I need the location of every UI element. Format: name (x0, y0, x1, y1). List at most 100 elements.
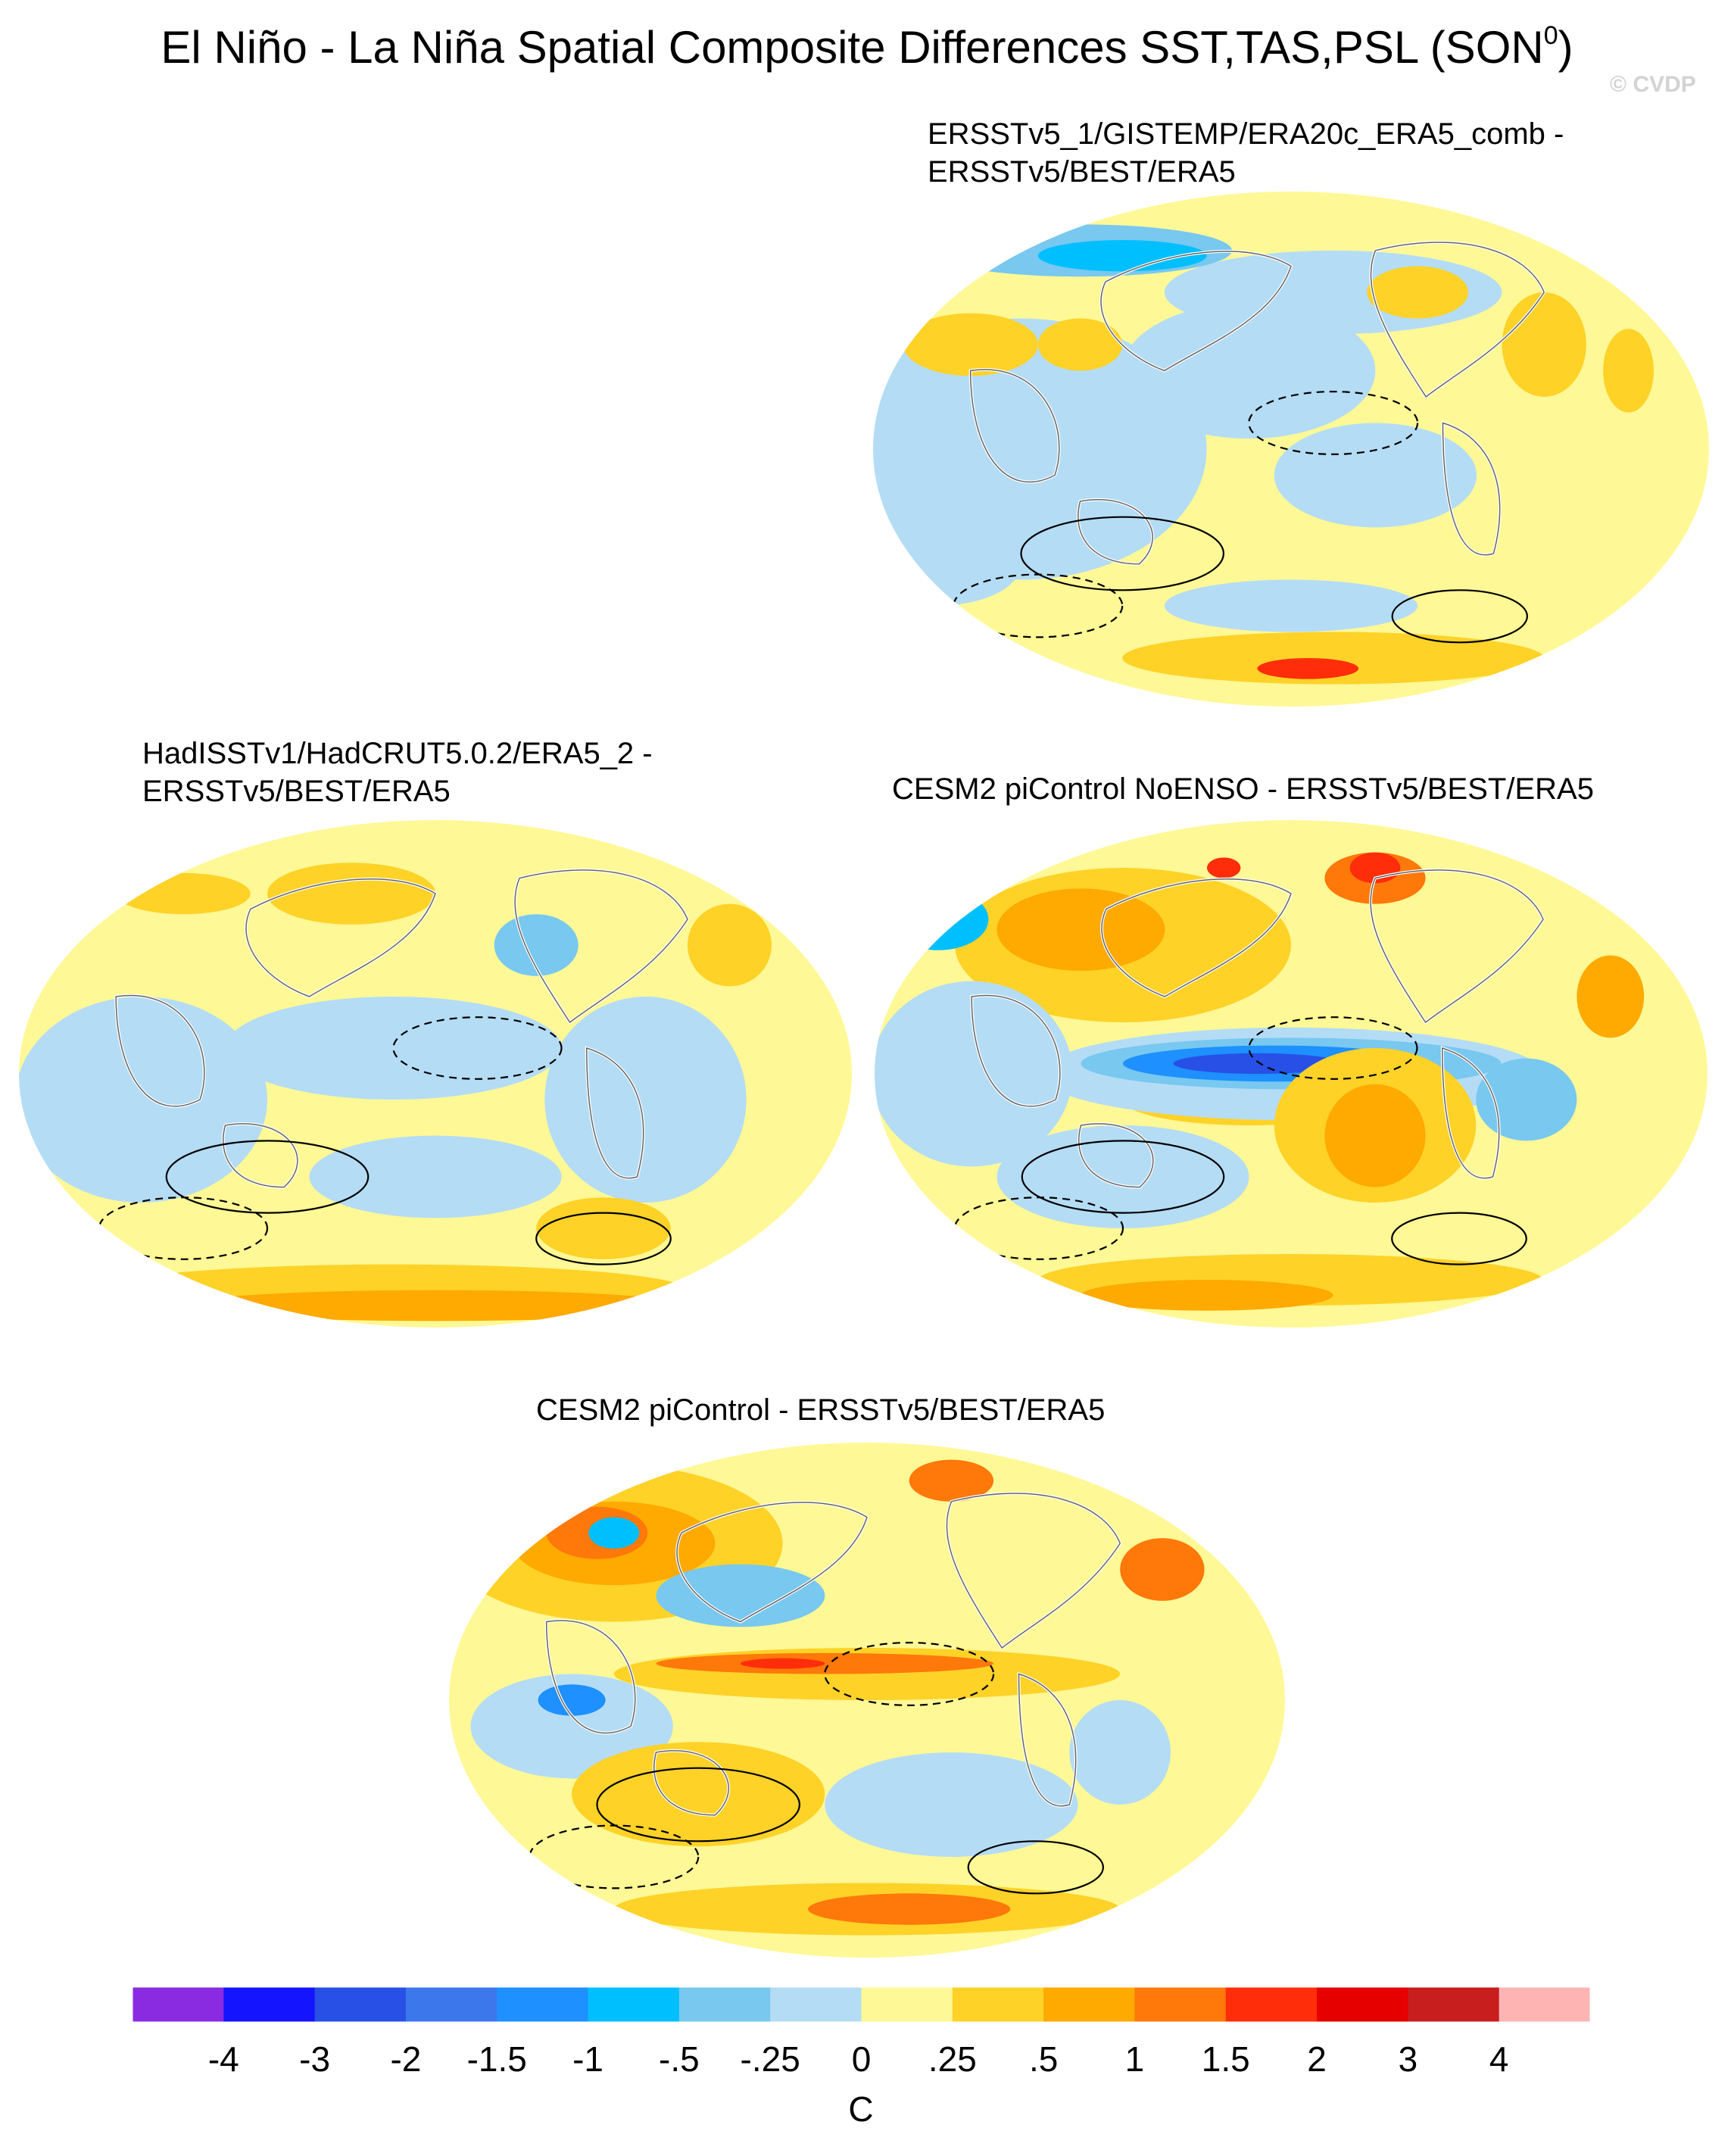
coastline (1442, 422, 1501, 556)
panel-2-map (15, 816, 856, 1331)
psl-contour (1248, 1016, 1418, 1080)
colorbar-tick-label: 3 (1398, 2039, 1418, 2079)
colorbar-tick-label: 1 (1124, 2039, 1145, 2079)
coastline (1370, 869, 1544, 1024)
coastline (946, 1493, 1121, 1649)
psl-contour (1248, 391, 1419, 456)
coastline (586, 1047, 644, 1179)
colorbar-swatch (861, 1987, 953, 2022)
coastline (971, 994, 1061, 1107)
colorbar-swatch (1134, 1987, 1227, 2022)
anomaly-patch (688, 903, 772, 987)
map-field (18, 819, 853, 1328)
colorbar-swatch (588, 1987, 680, 2022)
psl-contour (953, 1197, 1124, 1260)
anomaly-patch (1476, 1058, 1577, 1141)
anomaly-patch (1502, 292, 1586, 397)
anomaly-patch (996, 888, 1165, 971)
anomaly-patch (1257, 658, 1359, 679)
anomaly-patch (572, 1742, 825, 1847)
colorbar-swatch (1225, 1987, 1318, 2022)
colorbar-tick-label: 4 (1489, 2039, 1509, 2079)
coastline (514, 869, 688, 1024)
map-border (873, 819, 1709, 1329)
map-border (17, 819, 853, 1329)
anomaly-patch (1069, 1700, 1171, 1805)
anomaly-patch (872, 318, 1207, 580)
colorbar-tick-label: 2 (1307, 2039, 1327, 2079)
anomaly-patch (1122, 632, 1545, 685)
map-p1-svg (872, 190, 1711, 708)
map-border (872, 190, 1711, 708)
colorbar-swatch (770, 1987, 862, 2022)
anomaly-patch (18, 997, 267, 1203)
psl-contour (1391, 589, 1529, 644)
anomaly-patch (309, 1135, 562, 1218)
anomaly-patch (1173, 1053, 1342, 1074)
map-field (874, 819, 1708, 1328)
panel-1-title: ERSSTv5_1/GISTEMP/ERA20c_ERA5_comb - ERSS… (928, 117, 1564, 189)
colorbar-swatch (497, 1987, 589, 2022)
psl-contour (535, 1212, 672, 1265)
colorbar-swatch (405, 1987, 497, 2022)
anomaly-patch (874, 981, 1073, 1167)
panel-1-map (869, 188, 1713, 710)
psl-contour (596, 1767, 800, 1842)
map-field (448, 1442, 1286, 1958)
anomaly-patch (1367, 266, 1468, 319)
watermark: © CVDP (1610, 72, 1696, 97)
psl-contour (1391, 1212, 1527, 1265)
anomaly-patch (909, 1459, 994, 1502)
anomaly-patch (225, 997, 562, 1100)
anomaly-patch (1274, 423, 1477, 528)
colorbar-tick-label: -.25 (740, 2039, 800, 2079)
map-p3-svg (873, 819, 1709, 1329)
colorbar-swatch (314, 1987, 407, 2022)
figure-title: El Niño - La Niña Spatial Composite Diff… (161, 21, 1573, 73)
colorbar-tick-label: -4 (207, 2039, 239, 2079)
coastline (115, 994, 205, 1107)
psl-contour (1020, 516, 1224, 591)
colorbar-swatch (1408, 1987, 1500, 2022)
colorbar-swatch (223, 1987, 316, 2022)
anomaly-patch (656, 1564, 825, 1627)
colorbar-tick-label: -3 (299, 2039, 331, 2079)
coastline (1078, 499, 1153, 565)
coastline (1018, 1673, 1077, 1807)
map-border (448, 1441, 1286, 1959)
anomaly-patch (536, 1197, 671, 1259)
anomaly-patch (996, 1125, 1249, 1228)
coastline (1078, 1123, 1154, 1188)
panel-3-title: CESM2 piControl NoENSO - ERSSTv5/BEST/ER… (892, 772, 1594, 806)
coastline (1101, 878, 1292, 997)
colorbar-swatch (678, 1987, 771, 2022)
colorbar-units: C (848, 2089, 874, 2129)
psl-contour (392, 1016, 563, 1080)
colorbar-tick-label: .25 (928, 2039, 977, 2079)
colorbar-tick-label: -2 (390, 2039, 422, 2079)
panel-4-title: CESM2 piControl - ERSSTv5/BEST/ERA5 (536, 1393, 1106, 1427)
anomaly-patch (183, 1290, 688, 1321)
psl-contour (1021, 1140, 1225, 1214)
map-p4-svg (448, 1441, 1286, 1959)
anomaly-patch (1164, 579, 1418, 632)
coastline (223, 1123, 298, 1188)
coastline (653, 1750, 729, 1816)
psl-contour (967, 1840, 1105, 1895)
panel-3-map (871, 816, 1711, 1331)
colorbar (133, 1987, 1590, 2022)
colorbar-tick-label: 1.5 (1201, 2039, 1250, 2079)
anomaly-patch (1577, 955, 1645, 1038)
colorbar-swatch (952, 1987, 1044, 2022)
anomaly-patch (1122, 302, 1376, 439)
coastline (1442, 1047, 1500, 1179)
panel-4-map (445, 1439, 1289, 1961)
anomaly-patch (544, 997, 747, 1203)
coastline (1100, 251, 1292, 372)
anomaly-patch (1603, 329, 1654, 413)
anomaly-patch (1037, 318, 1123, 371)
anomaly-patch (825, 1752, 1078, 1857)
anomaly-patch (267, 863, 435, 925)
colorbar-swatch (133, 1987, 224, 2022)
anomaly-patch (1120, 1538, 1205, 1601)
